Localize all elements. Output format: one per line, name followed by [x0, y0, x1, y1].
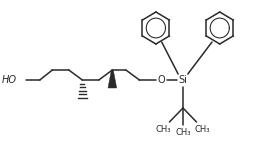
Polygon shape	[108, 70, 117, 88]
Text: CH₃: CH₃	[156, 125, 171, 134]
Text: HO: HO	[2, 75, 17, 85]
Text: CH₃: CH₃	[194, 125, 210, 134]
Text: CH₃: CH₃	[175, 128, 191, 137]
Text: O: O	[158, 75, 165, 85]
Text: Si: Si	[178, 75, 187, 85]
